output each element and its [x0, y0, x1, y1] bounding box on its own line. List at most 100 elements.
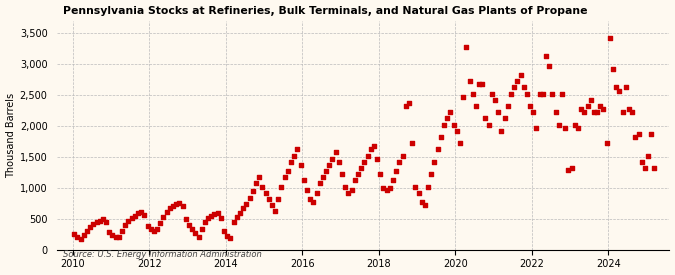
Point	[630, 135, 641, 139]
Point	[174, 200, 185, 205]
Point	[531, 125, 542, 130]
Point	[362, 153, 373, 158]
Point	[375, 172, 385, 176]
Point	[524, 104, 535, 108]
Point	[311, 191, 322, 195]
Point	[576, 107, 587, 111]
Point	[557, 91, 568, 96]
Point	[439, 122, 450, 127]
Point	[611, 85, 622, 90]
Point	[136, 210, 146, 214]
Point	[91, 220, 102, 224]
Point	[365, 147, 376, 152]
Point	[171, 202, 182, 206]
Point	[165, 206, 176, 210]
Point	[572, 125, 583, 130]
Point	[643, 153, 653, 158]
Point	[148, 229, 159, 233]
Point	[410, 184, 421, 189]
Point	[381, 188, 392, 192]
Point	[276, 184, 287, 189]
Point	[566, 166, 577, 170]
Point	[184, 223, 194, 227]
Point	[78, 233, 89, 238]
Point	[257, 184, 268, 189]
Point	[132, 211, 143, 215]
Point	[394, 160, 405, 164]
Point	[193, 235, 204, 240]
Point	[416, 200, 427, 204]
Y-axis label: Thousand Barrels: Thousand Barrels	[5, 93, 16, 178]
Point	[458, 95, 468, 99]
Point	[489, 98, 500, 102]
Point	[359, 160, 370, 164]
Point	[522, 91, 533, 96]
Point	[123, 218, 134, 223]
Point	[452, 129, 462, 133]
Point	[633, 132, 644, 136]
Point	[333, 160, 344, 164]
Point	[352, 172, 363, 176]
Point	[225, 236, 236, 240]
Point	[232, 215, 242, 219]
Point	[569, 122, 580, 127]
Point	[617, 110, 628, 114]
Point	[167, 204, 178, 208]
Point	[582, 104, 593, 108]
Point	[267, 203, 277, 207]
Point	[604, 36, 615, 40]
Point	[592, 110, 603, 114]
Point	[391, 169, 402, 173]
Point	[624, 107, 634, 111]
Point	[282, 169, 293, 173]
Point	[130, 213, 140, 218]
Point	[535, 91, 545, 96]
Point	[139, 213, 150, 217]
Point	[579, 110, 590, 114]
Point	[97, 217, 108, 222]
Point	[493, 110, 504, 114]
Point	[509, 85, 520, 90]
Point	[69, 232, 80, 236]
Point	[515, 73, 526, 77]
Point	[289, 153, 300, 158]
Point	[343, 191, 354, 195]
Point	[627, 110, 638, 114]
Point	[196, 227, 207, 232]
Point	[496, 129, 507, 133]
Point	[601, 141, 612, 145]
Point	[254, 175, 265, 180]
Point	[158, 215, 169, 219]
Point	[315, 181, 325, 186]
Point	[461, 45, 472, 49]
Point	[537, 91, 548, 96]
Point	[649, 166, 660, 170]
Point	[215, 215, 226, 220]
Point	[238, 206, 248, 210]
Point	[547, 91, 558, 96]
Point	[178, 204, 188, 208]
Point	[585, 98, 596, 102]
Point	[480, 116, 491, 120]
Point	[337, 172, 348, 176]
Point	[209, 212, 220, 217]
Point	[477, 82, 488, 87]
Point	[327, 156, 338, 161]
Point	[544, 64, 555, 68]
Point	[563, 167, 574, 172]
Point	[500, 116, 510, 120]
Point	[279, 175, 290, 180]
Point	[247, 189, 258, 194]
Point	[120, 223, 131, 227]
Point	[483, 122, 494, 127]
Point	[202, 216, 213, 220]
Point	[101, 220, 111, 225]
Point	[346, 188, 357, 192]
Text: Pennsylvania Stocks at Refineries, Bulk Terminals, and Natural Gas Plants of Pro: Pennsylvania Stocks at Refineries, Bulk …	[63, 6, 588, 16]
Point	[260, 191, 271, 195]
Point	[88, 221, 99, 226]
Point	[145, 227, 156, 232]
Point	[646, 132, 657, 136]
Point	[142, 224, 153, 228]
Point	[518, 85, 529, 90]
